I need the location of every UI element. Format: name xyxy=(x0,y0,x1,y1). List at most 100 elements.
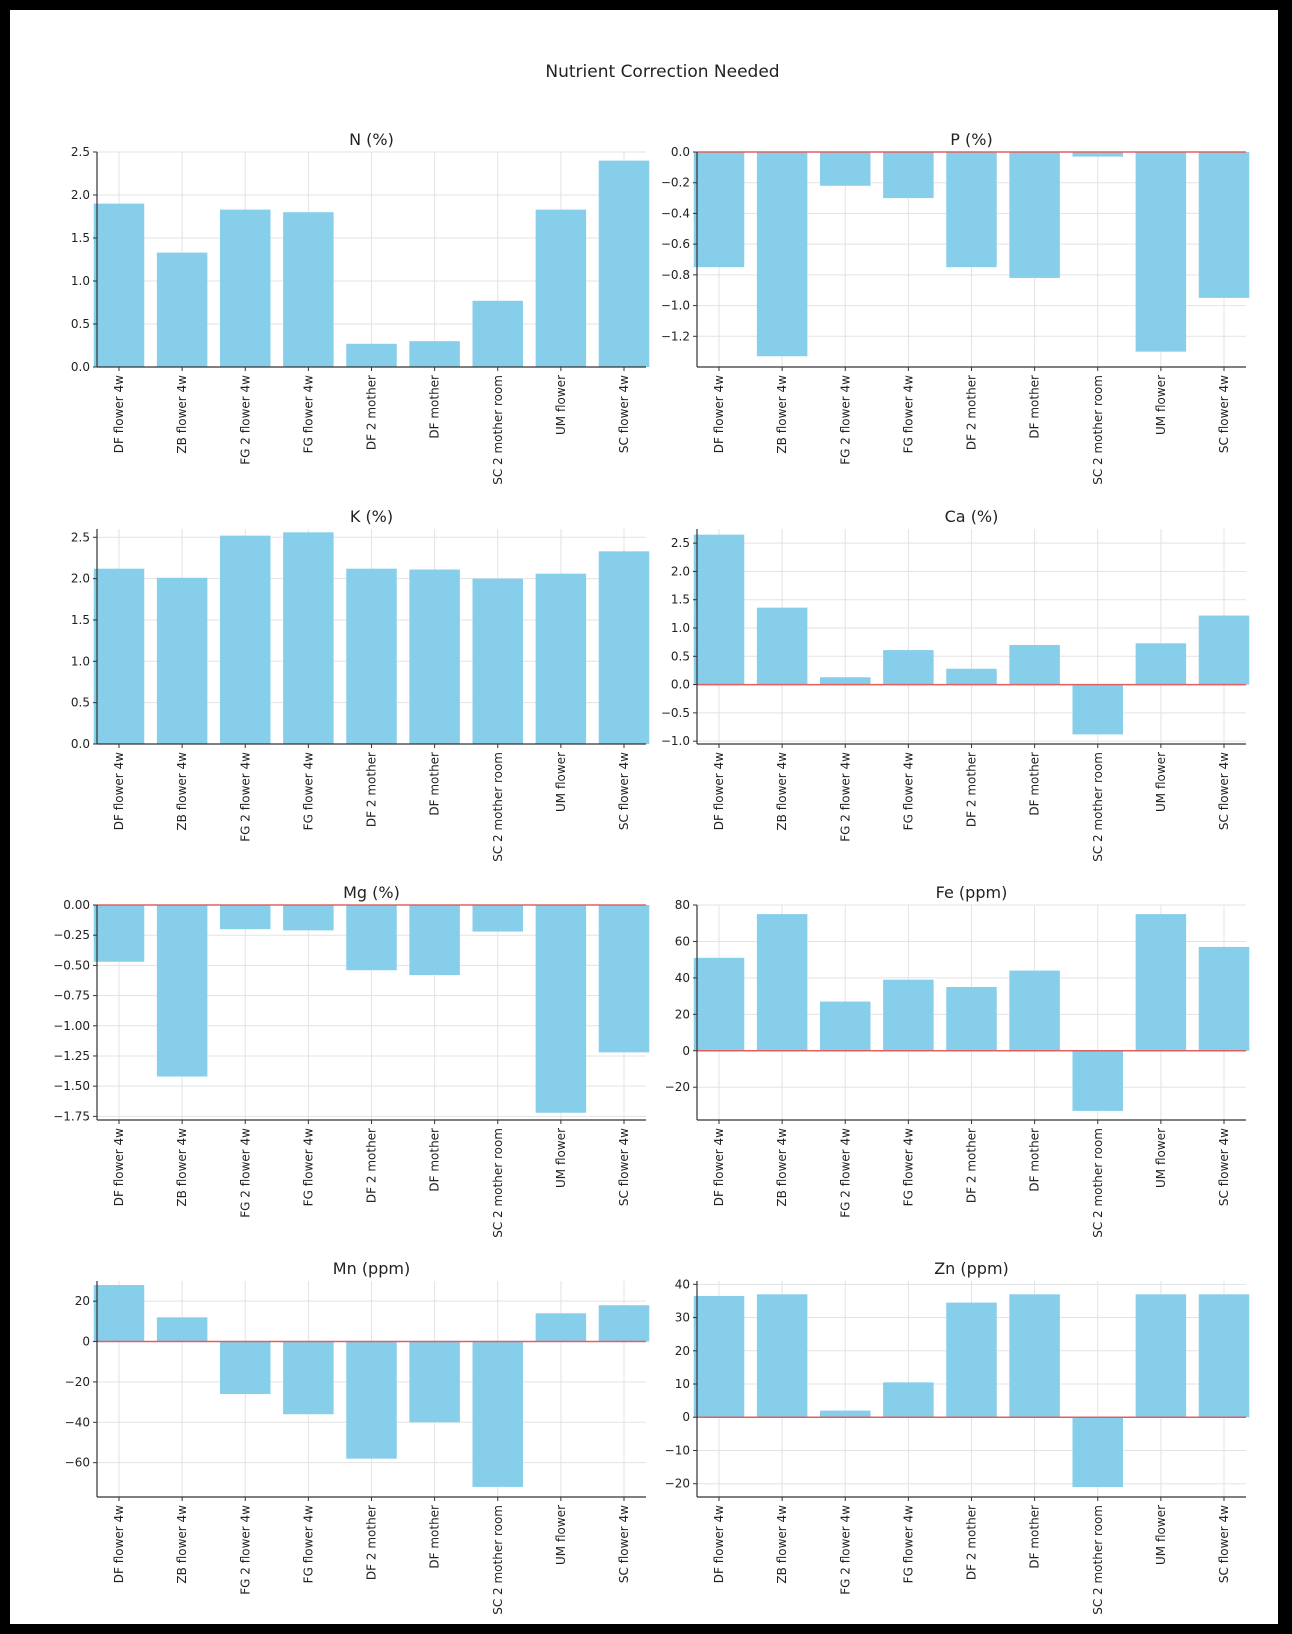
x-tick-label: SC 2 mother room xyxy=(491,752,505,862)
bar-2 xyxy=(220,1341,271,1395)
bar-2 xyxy=(220,535,271,744)
bar-0 xyxy=(693,957,745,1051)
x-tick-label: DF 2 mother xyxy=(965,1505,979,1580)
subplot-title: P (%) xyxy=(950,130,992,149)
bar-6 xyxy=(472,300,523,367)
bar-7 xyxy=(535,573,587,744)
bar-3 xyxy=(283,1341,334,1415)
x-tick-label: ZB flower 4w xyxy=(175,1128,189,1207)
y-tick-label: 20 xyxy=(675,1344,690,1358)
y-tick-label: 1.5 xyxy=(671,593,690,607)
y-tick-label: 1.5 xyxy=(71,613,90,627)
x-tick-label: DF mother xyxy=(1028,375,1042,439)
y-tick-label: 80 xyxy=(675,898,690,912)
x-tick-label: UM flower xyxy=(1154,752,1168,812)
x-tick-label: UM flower xyxy=(554,375,568,435)
bar-3 xyxy=(283,212,334,367)
y-tick-label: 1.5 xyxy=(71,231,90,245)
subplot-title: Zn (ppm) xyxy=(934,1259,1009,1278)
subplot-title: K (%) xyxy=(350,507,393,526)
y-tick-label: −20 xyxy=(665,1080,690,1094)
y-tick-label: 2.5 xyxy=(671,536,690,550)
x-tick-label: DF 2 mother xyxy=(965,1128,979,1203)
x-tick-label: ZB flower 4w xyxy=(175,1505,189,1584)
x-tick-label: FG flower 4w xyxy=(901,1128,915,1206)
bar-6 xyxy=(1072,1417,1123,1488)
bar-2 xyxy=(820,152,871,186)
y-tick-label: −1.0 xyxy=(661,299,690,313)
y-tick-label: 0 xyxy=(682,1044,690,1058)
bar-0 xyxy=(93,203,145,367)
subplot-2: 0.0 0.5 1.0 1.5 2.0 2.5 DF flower 4w ZB flower … xyxy=(71,507,650,862)
bar-8 xyxy=(598,160,650,367)
subplot-6: 20 0 −20 −40 −60 DF flower 4w ZB flower 4w FG 2… xyxy=(65,1259,650,1615)
bar-5 xyxy=(1009,1294,1060,1418)
x-tick-label: SC flower 4w xyxy=(617,752,631,830)
x-tick-label: DF flower 4w xyxy=(112,752,126,830)
bar-2 xyxy=(820,1410,871,1418)
x-tick-label: DF flower 4w xyxy=(712,375,726,453)
y-tick-label: 1.0 xyxy=(71,274,90,288)
bar-7 xyxy=(535,209,587,367)
bar-5 xyxy=(1009,970,1060,1051)
x-tick-label: SC 2 mother room xyxy=(1091,375,1105,485)
x-tick-label: SC 2 mother room xyxy=(1091,1505,1105,1615)
bar-0 xyxy=(693,152,745,268)
y-tick-label: 2.0 xyxy=(71,572,90,586)
x-tick-label: FG 2 flower 4w xyxy=(838,752,852,842)
x-tick-label: SC flower 4w xyxy=(1217,1505,1231,1583)
x-tick-label: SC 2 mother room xyxy=(1091,752,1105,862)
y-tick-label: −20 xyxy=(65,1375,90,1389)
y-tick-label: 0.00 xyxy=(63,898,90,912)
y-tick-label: −1.2 xyxy=(661,329,690,343)
bar-4 xyxy=(346,568,397,744)
x-tick-label: DF mother xyxy=(1028,1505,1042,1569)
y-tick-label: −0.25 xyxy=(53,928,90,942)
x-tick-label: DF mother xyxy=(1028,752,1042,816)
subplot-title: Mg (%) xyxy=(343,883,400,902)
x-tick-label: DF 2 mother xyxy=(365,1128,379,1203)
bar-6 xyxy=(472,1341,523,1487)
bar-2 xyxy=(220,905,271,930)
x-tick-label: UM flower xyxy=(1154,375,1168,435)
bar-5 xyxy=(1009,152,1060,278)
bar-7 xyxy=(1135,643,1187,685)
bar-6 xyxy=(1072,152,1123,157)
bar-1 xyxy=(756,152,808,357)
y-tick-label: −1.0 xyxy=(661,734,690,748)
x-tick-label: FG flower 4w xyxy=(301,375,315,453)
bar-8 xyxy=(598,905,650,1053)
y-tick-label: 0.0 xyxy=(71,737,90,751)
x-tick-label: SC flower 4w xyxy=(617,375,631,453)
x-tick-label: SC 2 mother room xyxy=(1091,1128,1105,1238)
bar-5 xyxy=(409,905,460,976)
bar-2 xyxy=(820,677,871,685)
x-tick-label: ZB flower 4w xyxy=(775,1128,789,1207)
bar-2 xyxy=(820,1001,871,1051)
x-tick-label: DF 2 mother xyxy=(365,375,379,450)
y-tick-label: 2.0 xyxy=(71,188,90,202)
y-tick-label: 2.5 xyxy=(71,530,90,544)
x-tick-label: DF mother xyxy=(428,375,442,439)
y-tick-label: 20 xyxy=(675,1007,690,1021)
y-tick-label: 0.5 xyxy=(71,317,90,331)
bar-6 xyxy=(1072,684,1123,735)
x-tick-label: UM flower xyxy=(554,752,568,812)
figure-title: Nutrient Correction Needed xyxy=(545,62,780,82)
x-tick-label: SC 2 mother room xyxy=(491,1128,505,1238)
x-tick-label: SC 2 mother room xyxy=(491,1505,505,1615)
bar-1 xyxy=(156,252,208,367)
x-tick-label: ZB flower 4w xyxy=(175,375,189,454)
y-tick-label: −0.50 xyxy=(53,958,90,972)
bar-2 xyxy=(220,209,271,367)
y-tick-label: 1.0 xyxy=(71,654,90,668)
y-tick-label: 2.5 xyxy=(71,145,90,159)
bar-4 xyxy=(946,986,997,1051)
x-tick-label: DF flower 4w xyxy=(712,1128,726,1206)
y-tick-label: 0.5 xyxy=(671,649,690,663)
x-tick-label: FG 2 flower 4w xyxy=(238,752,252,842)
y-tick-label: −40 xyxy=(65,1415,90,1429)
x-tick-label: SC flower 4w xyxy=(617,1128,631,1206)
bar-4 xyxy=(346,905,397,971)
bar-3 xyxy=(283,905,334,931)
